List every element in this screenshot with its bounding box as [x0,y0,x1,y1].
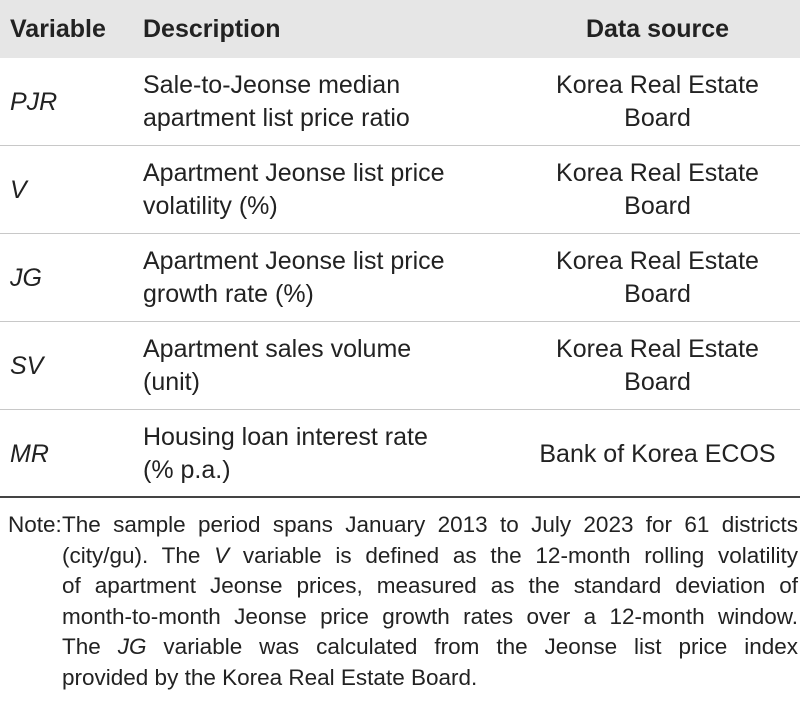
table-row: JG Apartment Jeonse list price growth rate… [0,234,800,322]
source-line: Korea Real Estate [556,71,759,99]
header-cell: Description [143,15,281,43]
source-line: Korea Real Estate [556,159,759,187]
description-line: volatility (%) [143,192,278,220]
source-cell: Bank of Korea ECOS [515,410,800,498]
source-cell: Korea Real Estate Board [515,333,800,399]
note-variable: JG [117,634,147,660]
description-line: Apartment Jeonse list price [143,247,445,275]
source-cell: Korea Real Estate Board [515,157,800,223]
source-line: Board [624,192,691,220]
description-cell: Sale-to-Jeonse median apartment list pric… [143,69,513,135]
header-cell: Variable [10,15,106,43]
source-line: Board [624,368,691,396]
description-line: Sale-to-Jeonse median [143,71,401,99]
note-label: Note: [8,512,62,537]
source-line: Bank of Korea ECOS [539,440,776,468]
note-line: (city/gu). The V variable is defined as … [62,541,798,572]
variable-cell: SV [10,352,44,380]
table-row: SV Apartment sales volume (unit) Korea Real… [0,322,800,410]
description-cell: Housing loan interest rate (% p.a.) [143,421,513,487]
note-text: variable is defined as the 12-month roll… [229,542,798,568]
source-line: Korea Real Estate [556,335,759,363]
note-text: provided by the Korea Real Estate Board. [62,664,478,690]
note-text: The sample period spans January 2013 to … [62,512,798,537]
source-cell: Korea Real Estate Board [515,69,800,135]
note-line: The sample period spans January 2013 to … [62,510,798,541]
description-cell: Apartment sales volume (unit) [143,333,513,399]
description-cell: Apartment Jeonse list price volatility (%… [143,157,513,223]
note-text: (city/gu). The [62,542,215,568]
note-line: The JG variable was calculated from the … [62,632,798,663]
note-text: month-to-month Jeonse price growth rates… [62,603,798,629]
note-text: The [62,634,118,660]
source-cell: Korea Real Estate Board [515,245,800,311]
source-line: Korea Real Estate [556,247,759,275]
description-line: (unit) [143,368,200,396]
source-line: Board [624,104,691,132]
table-row: MR Housing loan interest rate (% p.a.) Bank… [0,410,800,498]
variable-cell: JG [10,264,42,292]
note-text: variable was calculated from the Jeonse … [146,634,798,660]
description-line: growth rate (%) [143,280,314,308]
variable-cell: PJR [10,88,58,116]
variable-cell: MR [10,440,49,468]
variable-cell: V [10,176,27,204]
description-line: Apartment Jeonse list price [143,159,445,187]
source-line: Board [624,280,691,308]
table-row: V Apartment Jeonse list price volatility (… [0,146,800,234]
note-variable: V [214,542,230,568]
note-text: The sample period spans January 2013 to … [62,510,798,694]
description-line: apartment list price ratio [143,104,410,132]
note-line: month-to-month Jeonse price growth rates… [62,602,798,633]
note-line: of apartment Jeonse prices, measured as … [62,571,798,602]
note-line: provided by the Korea Real Estate Board. [62,663,798,694]
description-line: (% p.a.) [143,456,231,484]
table-row: PJR Sale-to-Jeonse median apartment list p… [0,58,800,146]
description-line: Apartment sales volume [143,335,412,363]
header-cell: Data source [585,15,730,43]
note-text: of apartment Jeonse prices, measured as … [62,573,798,599]
table-header: Variable Description Data source [0,0,800,58]
description-cell: Apartment Jeonse list price growth rate (… [143,245,513,311]
description-line: Housing loan interest rate [143,423,428,451]
